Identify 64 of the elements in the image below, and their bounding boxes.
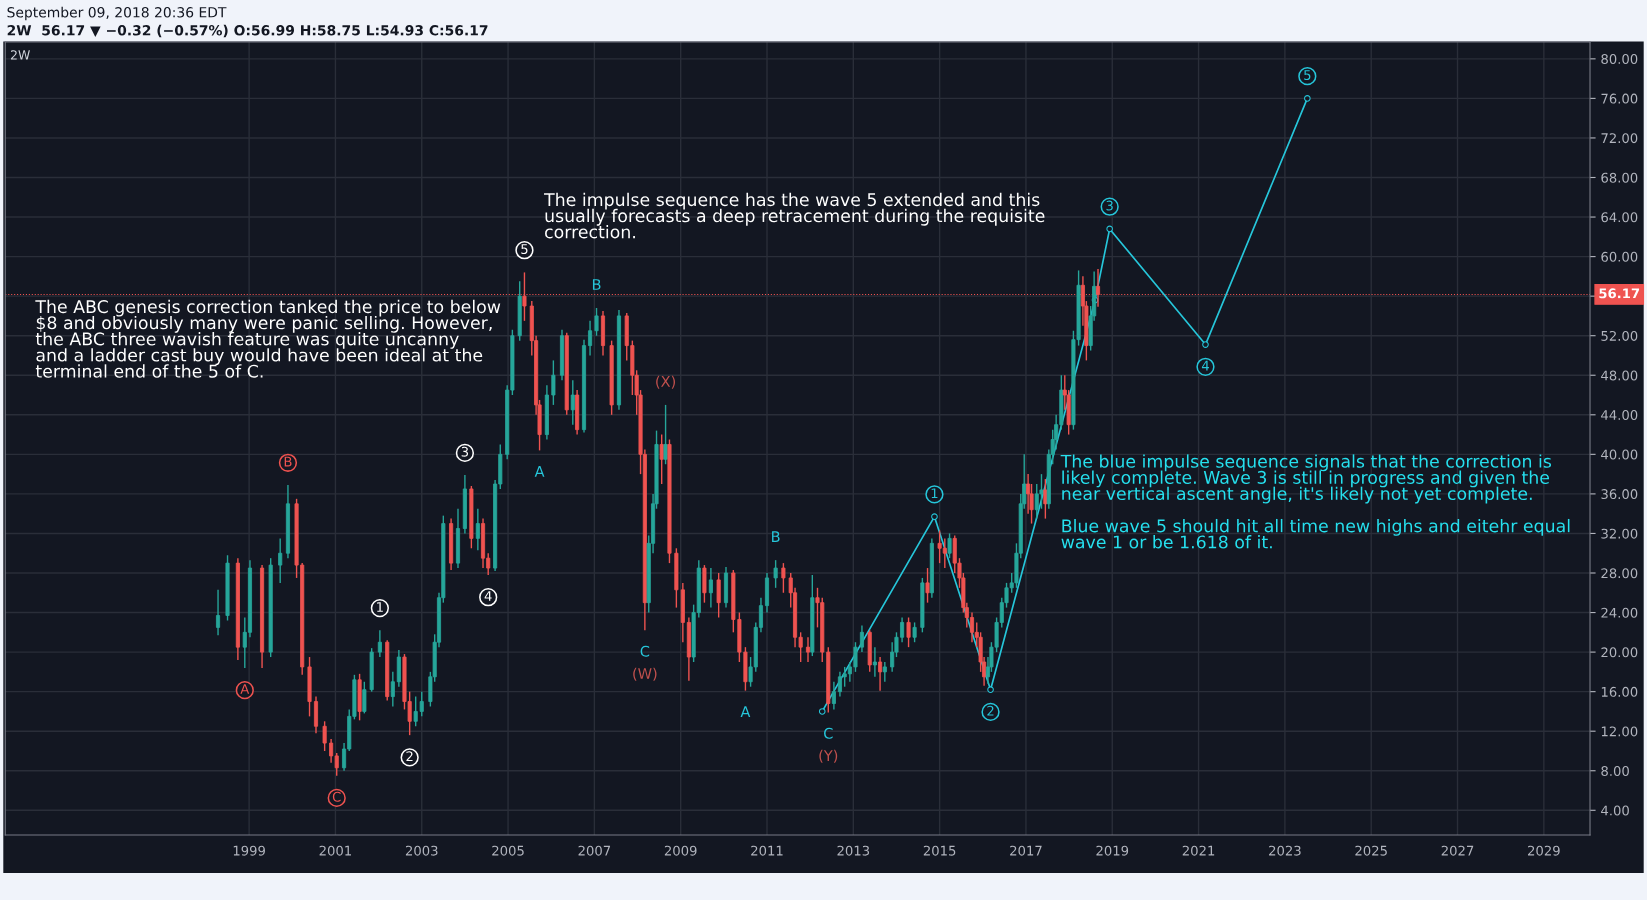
- x-tick-label: 2001: [319, 845, 351, 856]
- y-tick-label: 72.00: [1601, 133, 1638, 144]
- annotation: B: [772, 531, 780, 542]
- annotation: 5: [1304, 70, 1311, 80]
- y-tick-label: 16.00: [1601, 686, 1638, 697]
- x-tick-label: 2017: [1010, 845, 1042, 856]
- y-tick-label: 12.00: [1601, 726, 1638, 737]
- x-tick-label: 2015: [923, 845, 956, 856]
- ref-line-label: 56.17: [1599, 288, 1640, 299]
- annotation: C: [332, 791, 341, 802]
- annotation: (Y): [819, 749, 838, 763]
- y-tick-label: 28.00: [1601, 568, 1638, 579]
- y-tick-label: 68.00: [1601, 172, 1638, 183]
- annotation: C: [824, 727, 833, 739]
- annotation: 1: [377, 602, 383, 612]
- text: 2W: [10, 50, 30, 60]
- annotation: The impulse sequence has the wave 5 extended and this usually forecasts a deep retracement during the requisite correction.: [544, 192, 1045, 239]
- x-tick-label: 2029: [1528, 845, 1560, 856]
- x-tick-label: 2021: [1182, 845, 1215, 856]
- x-tick-label: 2023: [1269, 845, 1301, 856]
- y-tick-label: 48.00: [1601, 370, 1638, 381]
- x-tick-label: 1999: [233, 845, 265, 856]
- annotation: 5: [521, 244, 528, 255]
- text: 2W 56.17 ▼ −0.32 (−0.57%) O:56.99 H:58.75 L:54.93 C:56.17: [7, 24, 488, 38]
- y-tick-label: 76.00: [1601, 93, 1638, 104]
- annotation: 3: [461, 446, 469, 457]
- y-tick-label: 36.00: [1601, 489, 1638, 500]
- x-tick-label: 2019: [1096, 845, 1129, 856]
- y-tick-label: 44.00: [1601, 410, 1638, 420]
- annotation: A: [534, 466, 545, 477]
- y-tick-label: 60.00: [1601, 251, 1638, 262]
- annotation: A: [740, 706, 751, 717]
- x-tick-label: 2025: [1355, 845, 1387, 856]
- x-tick-label: 2007: [578, 845, 611, 856]
- annotation: B: [592, 279, 601, 290]
- text: September 09, 2018 20:36 EDT: [7, 6, 227, 21]
- annotation: (X): [656, 375, 676, 389]
- annotation: A: [240, 684, 250, 694]
- x-tick-label: 2013: [837, 845, 870, 856]
- annotation: (W): [633, 667, 657, 681]
- annotation: 2: [987, 705, 994, 716]
- annotation: C: [640, 645, 650, 657]
- x-tick-label: 2011: [751, 845, 783, 856]
- y-tick-label: 52.00: [1601, 330, 1638, 341]
- y-tick-label: 20.00: [1601, 647, 1638, 658]
- annotation: The ABC genesis correction tanked the price to below $8 and obviously many were panic selling. However, the ABC three wavish feature was quite uncanny and a ladder cast buy would have been ideal at the terminal end of the 5 of C.: [35, 299, 501, 378]
- annotation: 2: [406, 751, 413, 762]
- x-tick-label: 2005: [492, 845, 524, 856]
- y-tick-label: 8.00: [1601, 765, 1629, 776]
- y-tick-label: 40.00: [1601, 449, 1638, 460]
- x-tick-label: 2003: [405, 845, 438, 856]
- annotation: 4: [484, 591, 492, 601]
- annotation: 4: [1201, 360, 1209, 371]
- annotation: 1: [931, 488, 938, 499]
- y-tick-label: 32.00: [1601, 528, 1638, 539]
- y-tick-label: 4.00: [1601, 805, 1629, 816]
- annotation: B: [284, 456, 292, 467]
- y-tick-label: 80.00: [1601, 54, 1638, 65]
- annotation: The blue impulse sequence signals that the correction is likely complete. Wave 3 is still in progress and given the near vertical ascent angle, it's likely not yet complete. Blue wave 5 should hit all time new highs and eitehr equal wave 1 or be 1.618 of it.: [1060, 454, 1570, 549]
- y-tick-label: 64.00: [1601, 212, 1638, 223]
- x-tick-label: 2027: [1441, 845, 1474, 856]
- x-tick-label: 2009: [664, 845, 697, 856]
- annotation: 3: [1106, 200, 1113, 211]
- y-tick-label: 24.00: [1601, 607, 1638, 618]
